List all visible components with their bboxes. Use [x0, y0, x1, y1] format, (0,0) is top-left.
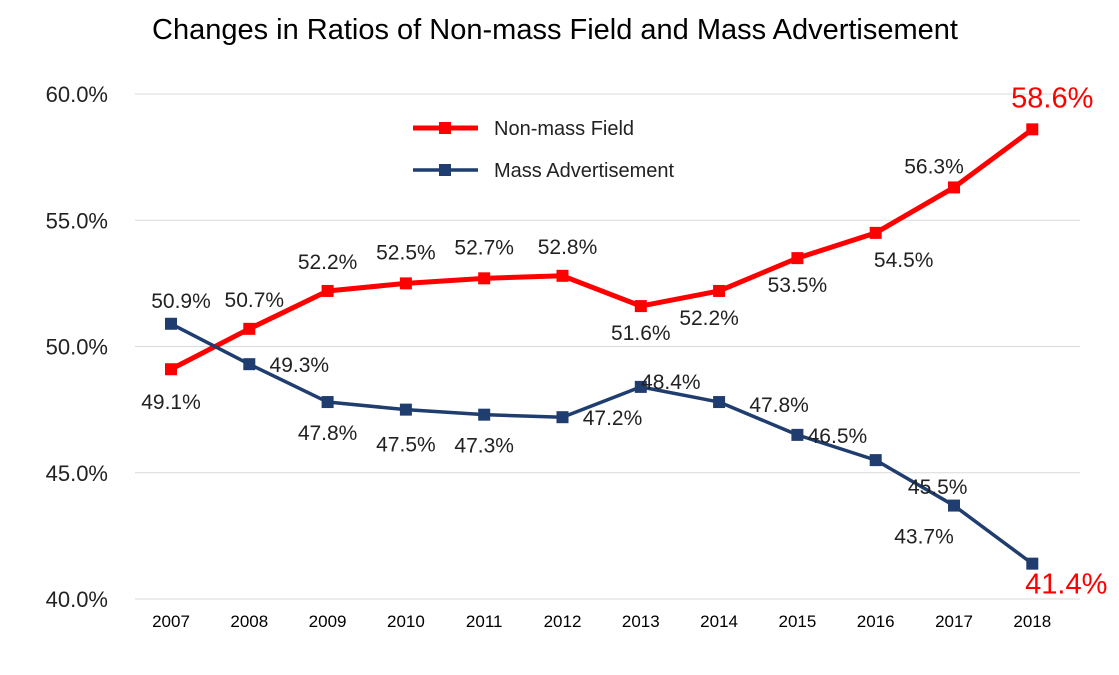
data-label: 48.4% — [641, 371, 701, 394]
x-tick-label: 2009 — [309, 612, 347, 631]
data-label: 47.8% — [298, 422, 358, 445]
data-label: 46.5% — [808, 425, 868, 448]
data-point-marker — [478, 272, 491, 285]
data-point-marker — [556, 411, 569, 424]
data-label: 41.4% — [1025, 569, 1107, 601]
y-tick-label: 40.0% — [46, 587, 108, 612]
x-tick-label: 2015 — [778, 612, 816, 631]
data-point-marker — [1026, 557, 1039, 570]
data-label: 47.2% — [583, 407, 643, 430]
data-point-marker — [948, 499, 960, 512]
data-label: 50.7% — [225, 289, 285, 312]
series-line — [169, 127, 1034, 372]
data-point-marker — [243, 322, 256, 335]
x-tick-label: 2008 — [230, 612, 268, 631]
series-lines — [165, 123, 1039, 570]
data-point-marker — [948, 181, 960, 194]
data-label: 49.3% — [270, 354, 330, 377]
data-label: 47.8% — [749, 394, 809, 417]
data-label: 50.9% — [151, 290, 211, 313]
data-point-marker — [791, 252, 804, 265]
data-label: 52.8% — [538, 236, 598, 259]
data-label: 52.2% — [298, 251, 358, 274]
data-point-marker — [634, 380, 647, 393]
data-point-marker — [165, 317, 177, 330]
x-axis-ticks: 2007 2008 2009 2010 2011 2012 2013 2014 2015 2016… — [152, 612, 1051, 631]
data-point-marker — [478, 408, 491, 421]
data-point-marker — [634, 300, 647, 313]
data-point-marker — [713, 396, 726, 409]
data-label: 45.5% — [908, 476, 968, 499]
data-point-marker — [869, 226, 882, 239]
data-point-marker — [165, 363, 177, 376]
x-tick-label: 2007 — [152, 612, 190, 631]
x-tick-label: 2010 — [387, 612, 425, 631]
data-point-marker — [321, 284, 334, 297]
x-tick-label: 2011 — [466, 612, 503, 631]
data-point-marker — [243, 358, 256, 371]
data-labels: 49.1% 50.7% 52.2% 52.5% 52.7% 52.8% 51.6% 52.2%… — [141, 82, 1107, 600]
data-label: 53.5% — [768, 274, 828, 297]
legend-label: Mass Advertisement — [494, 160, 675, 182]
legend-swatch-marker — [439, 164, 451, 176]
y-axis-ticks: 40.0% 45.0% 50.0% 55.0% 60.0% — [46, 82, 108, 612]
y-tick-label: 50.0% — [46, 335, 108, 360]
y-tick-label: 60.0% — [46, 82, 108, 107]
grid-lines — [135, 93, 1080, 600]
x-tick-label: 2018 — [1013, 612, 1051, 631]
data-label: 52.5% — [376, 241, 436, 264]
y-tick-label: 45.0% — [46, 461, 108, 486]
data-label: 43.7% — [894, 526, 954, 549]
series-line — [170, 322, 1034, 566]
data-point-marker — [869, 454, 882, 467]
data-label: 49.1% — [141, 391, 201, 414]
data-point-marker — [556, 269, 569, 282]
x-tick-label: 2012 — [544, 612, 582, 631]
x-tick-label: 2014 — [700, 612, 738, 631]
y-tick-label: 55.0% — [46, 208, 108, 233]
data-label: 56.3% — [904, 155, 964, 178]
data-point-marker — [321, 396, 334, 409]
data-point-marker — [1026, 123, 1039, 136]
x-tick-label: 2017 — [935, 612, 973, 631]
data-label: 58.6% — [1011, 82, 1093, 114]
data-point-marker — [791, 428, 804, 441]
x-tick-label: 2013 — [622, 612, 660, 631]
legend-swatch-marker — [439, 122, 451, 134]
legend-label: Non-mass Field — [494, 118, 634, 140]
data-label: 47.5% — [376, 434, 436, 457]
data-label: 51.6% — [611, 322, 671, 345]
chart-title: Changes in Ratios of Non-mass Field and … — [152, 14, 958, 46]
legend: Non-mass Field Mass Advertisement — [413, 118, 675, 182]
data-point-marker — [399, 403, 412, 416]
data-label: 52.2% — [679, 307, 739, 330]
data-point-marker — [399, 277, 412, 290]
data-label: 54.5% — [874, 249, 934, 272]
x-tick-label: 2016 — [857, 612, 895, 631]
data-point-marker — [713, 284, 726, 297]
data-label: 52.7% — [454, 236, 514, 259]
data-label: 47.3% — [454, 435, 514, 458]
